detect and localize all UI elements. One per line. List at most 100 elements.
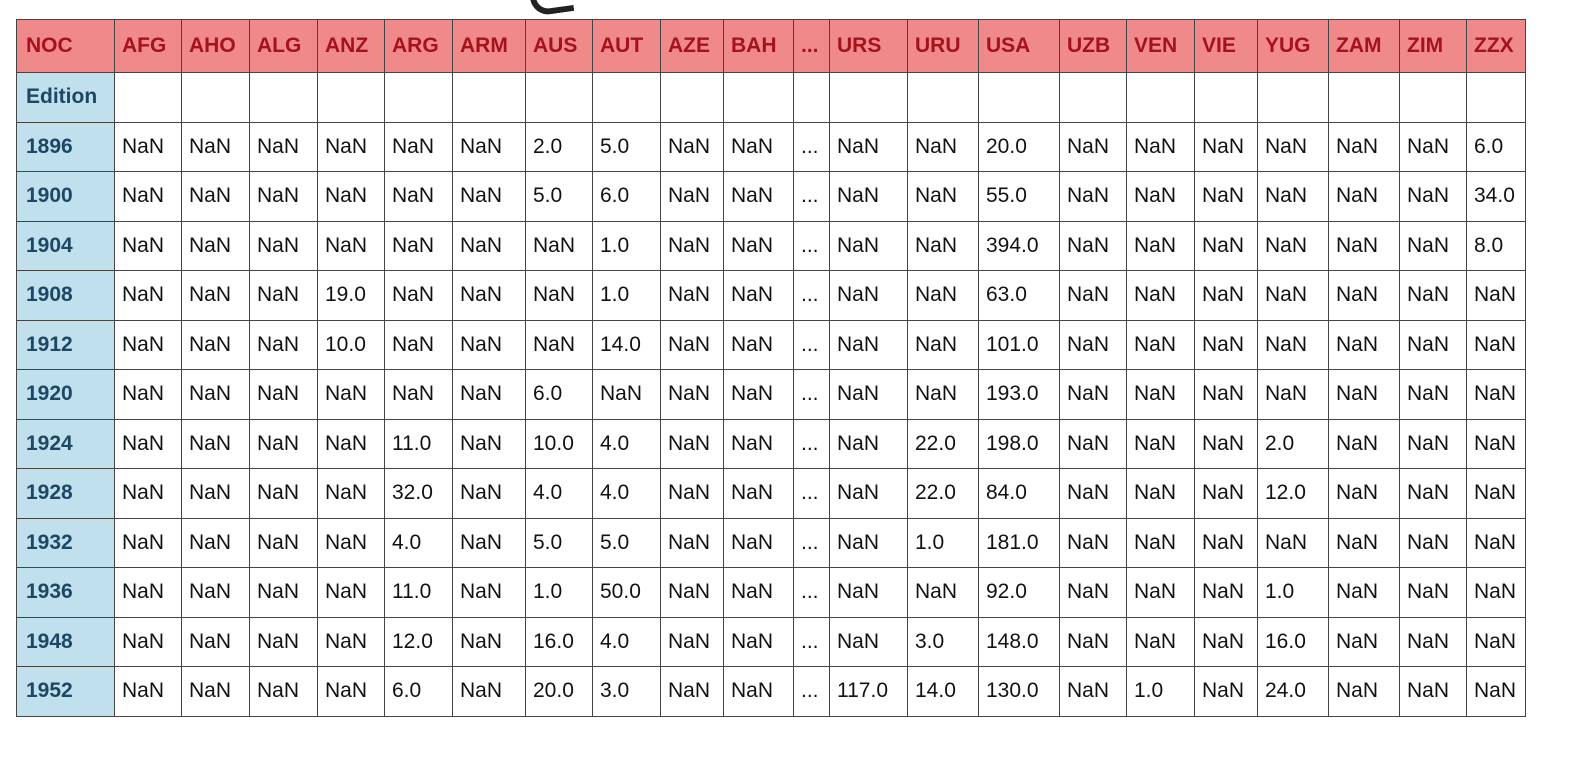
table-cell: NaN	[1328, 468, 1400, 519]
table-cell: NaN	[1399, 418, 1467, 469]
table-cell: 20.0	[978, 121, 1060, 172]
table-cell: NaN	[181, 171, 250, 222]
table-cell: NaN	[723, 517, 794, 568]
table-cell: NaN	[384, 220, 453, 271]
column-header: AUT	[592, 19, 661, 73]
table-cell: NaN	[1059, 418, 1127, 469]
table-cell: 8.0	[1466, 220, 1526, 271]
table-row: 1920 NaN NaN NaN NaN NaN NaN 6.0 NaN NaN NaN... NaN…	[16, 369, 1526, 420]
table-cell: NaN	[1126, 369, 1195, 420]
table-cell: NaN	[1328, 567, 1400, 618]
column-header: ZIM	[1399, 19, 1467, 73]
table-cell: NaN	[1194, 666, 1258, 717]
table-cell: NaN	[1126, 517, 1195, 568]
table-cell: NaN	[1126, 171, 1195, 222]
table-cell: NaN	[452, 666, 526, 717]
table-cell: NaN	[1059, 220, 1127, 271]
table-cell: NaN	[317, 468, 385, 519]
table-cell: NaN	[660, 418, 724, 469]
table-cell: 14.0	[592, 319, 661, 370]
table-cell: NaN	[723, 220, 794, 271]
table-cell: NaN	[829, 369, 908, 420]
table-cell: ...	[793, 567, 830, 618]
table-row: 1896 NaN NaN NaN NaN NaN NaN 2.0 5.0 NaN NaN... NaN…	[16, 121, 1526, 172]
table-cell: NaN	[1328, 270, 1400, 321]
table-cell: NaN	[829, 171, 908, 222]
row-label: 1912	[16, 319, 115, 370]
table-cell: NaN	[1059, 270, 1127, 321]
table-cell: NaN	[452, 319, 526, 370]
empty-cell	[1126, 72, 1195, 123]
table-cell: NaN	[1328, 220, 1400, 271]
empty-cell	[384, 72, 453, 123]
empty-cell	[829, 72, 908, 123]
table-cell: NaN	[1126, 220, 1195, 271]
table-cell: NaN	[1399, 270, 1467, 321]
table-cell: NaN	[1059, 616, 1127, 667]
table-cell: NaN	[452, 567, 526, 618]
table-cell: NaN	[592, 369, 661, 420]
row-label: 1896	[16, 121, 115, 172]
column-header: ANZ	[317, 19, 385, 73]
table-cell: NaN	[317, 369, 385, 420]
table-cell: NaN	[1126, 319, 1195, 370]
table-cell: ...	[793, 319, 830, 370]
table-cell: NaN	[317, 220, 385, 271]
table-cell: NaN	[723, 666, 794, 717]
table-cell: NaN	[907, 121, 979, 172]
table-cell: NaN	[829, 468, 908, 519]
table-cell: NaN	[114, 468, 182, 519]
table-cell: 84.0	[978, 468, 1060, 519]
table-cell: NaN	[181, 319, 250, 370]
table-cell: NaN	[1466, 468, 1526, 519]
table-cell: NaN	[1126, 121, 1195, 172]
table-cell: NaN	[1257, 517, 1329, 568]
table-cell: ...	[793, 517, 830, 568]
table-cell: NaN	[1399, 319, 1467, 370]
empty-cell	[317, 72, 385, 123]
table-cell: NaN	[384, 319, 453, 370]
table-cell: NaN	[1466, 666, 1526, 717]
empty-cell	[978, 72, 1060, 123]
table-cell: NaN	[249, 220, 318, 271]
empty-cell	[1466, 72, 1526, 123]
table-cell: 4.0	[592, 418, 661, 469]
table-cell: NaN	[1328, 616, 1400, 667]
table-cell: NaN	[1466, 270, 1526, 321]
table-cell: 16.0	[525, 616, 593, 667]
table-cell: NaN	[317, 517, 385, 568]
table-cell: 24.0	[1257, 666, 1329, 717]
table-cell: NaN	[114, 666, 182, 717]
table-cell: 3.0	[592, 666, 661, 717]
row-label: 1924	[16, 418, 115, 469]
table-cell: NaN	[1466, 369, 1526, 420]
column-header: AZE	[660, 19, 724, 73]
row-label: 1904	[16, 220, 115, 271]
row-label: 1932	[16, 517, 115, 568]
table-cell: NaN	[1399, 220, 1467, 271]
table-row: 1924 NaN NaN NaN NaN 11.0 NaN 10.0 4.0 NaN NaN... N…	[16, 418, 1526, 469]
table-cell: NaN	[317, 616, 385, 667]
column-header: URU	[907, 19, 979, 73]
table-cell: NaN	[249, 270, 318, 321]
column-header: VIE	[1194, 19, 1258, 73]
row-label: 1936	[16, 567, 115, 618]
table-cell: 4.0	[592, 616, 661, 667]
table-cell: 22.0	[907, 418, 979, 469]
table-cell: NaN	[114, 567, 182, 618]
table-cell: NaN	[1059, 468, 1127, 519]
table-cell: 4.0	[592, 468, 661, 519]
table-cell: NaN	[829, 319, 908, 370]
table-cell: NaN	[1257, 171, 1329, 222]
table-cell: 5.0	[592, 121, 661, 172]
table-cell: NaN	[384, 171, 453, 222]
table-cell: NaN	[384, 121, 453, 172]
table-cell: NaN	[181, 517, 250, 568]
table-cell: NaN	[723, 468, 794, 519]
table-cell: NaN	[1194, 220, 1258, 271]
row-label: 1928	[16, 468, 115, 519]
table-cell: NaN	[660, 270, 724, 321]
column-header: URS	[829, 19, 908, 73]
index-name-row: Edition	[16, 72, 1526, 123]
table-row: 1904 NaN NaN NaN NaN NaN NaN NaN 1.0 NaN NaN... NaN…	[16, 220, 1526, 271]
